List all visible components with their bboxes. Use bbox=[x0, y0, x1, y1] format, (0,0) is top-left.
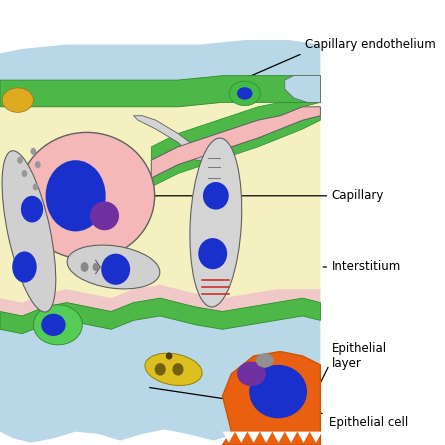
Polygon shape bbox=[285, 432, 297, 443]
Ellipse shape bbox=[30, 148, 36, 155]
Ellipse shape bbox=[256, 353, 274, 368]
Text: Capillary endothelium: Capillary endothelium bbox=[305, 38, 436, 51]
Text: Interstitium: Interstitium bbox=[332, 260, 401, 274]
Polygon shape bbox=[310, 432, 322, 443]
Ellipse shape bbox=[35, 161, 41, 168]
Ellipse shape bbox=[229, 81, 260, 105]
Ellipse shape bbox=[203, 182, 229, 210]
Ellipse shape bbox=[166, 352, 173, 360]
Polygon shape bbox=[151, 107, 320, 178]
Polygon shape bbox=[260, 432, 272, 443]
Polygon shape bbox=[0, 76, 320, 107]
Ellipse shape bbox=[249, 365, 307, 418]
Ellipse shape bbox=[93, 263, 99, 271]
Ellipse shape bbox=[33, 183, 39, 190]
Polygon shape bbox=[235, 432, 247, 443]
Ellipse shape bbox=[90, 201, 119, 231]
Polygon shape bbox=[0, 102, 320, 334]
Ellipse shape bbox=[81, 262, 89, 272]
Polygon shape bbox=[247, 432, 260, 443]
Text: Capillary: Capillary bbox=[332, 189, 384, 202]
Polygon shape bbox=[222, 352, 320, 445]
Polygon shape bbox=[0, 40, 320, 107]
Ellipse shape bbox=[190, 138, 242, 307]
Ellipse shape bbox=[237, 361, 266, 386]
Ellipse shape bbox=[101, 254, 130, 285]
Ellipse shape bbox=[145, 353, 202, 385]
Ellipse shape bbox=[17, 157, 23, 164]
Polygon shape bbox=[272, 432, 285, 443]
Polygon shape bbox=[222, 432, 235, 443]
Polygon shape bbox=[134, 116, 205, 160]
Polygon shape bbox=[151, 116, 320, 187]
Ellipse shape bbox=[173, 363, 184, 376]
Ellipse shape bbox=[155, 363, 166, 376]
Ellipse shape bbox=[2, 88, 33, 112]
Polygon shape bbox=[285, 76, 320, 102]
Ellipse shape bbox=[67, 245, 160, 289]
Polygon shape bbox=[297, 432, 310, 443]
Ellipse shape bbox=[21, 196, 43, 222]
Text: Epithelial cell: Epithelial cell bbox=[329, 416, 409, 429]
Ellipse shape bbox=[33, 305, 82, 345]
Polygon shape bbox=[0, 316, 320, 443]
Ellipse shape bbox=[19, 132, 155, 259]
Ellipse shape bbox=[2, 151, 56, 312]
Polygon shape bbox=[0, 285, 320, 316]
Ellipse shape bbox=[22, 170, 28, 177]
Text: Epithelial
layer: Epithelial layer bbox=[332, 342, 387, 370]
Ellipse shape bbox=[237, 87, 253, 100]
Ellipse shape bbox=[46, 160, 106, 231]
Ellipse shape bbox=[198, 238, 227, 269]
Ellipse shape bbox=[12, 251, 37, 283]
Ellipse shape bbox=[41, 314, 66, 336]
Polygon shape bbox=[151, 93, 320, 160]
Polygon shape bbox=[0, 298, 320, 334]
